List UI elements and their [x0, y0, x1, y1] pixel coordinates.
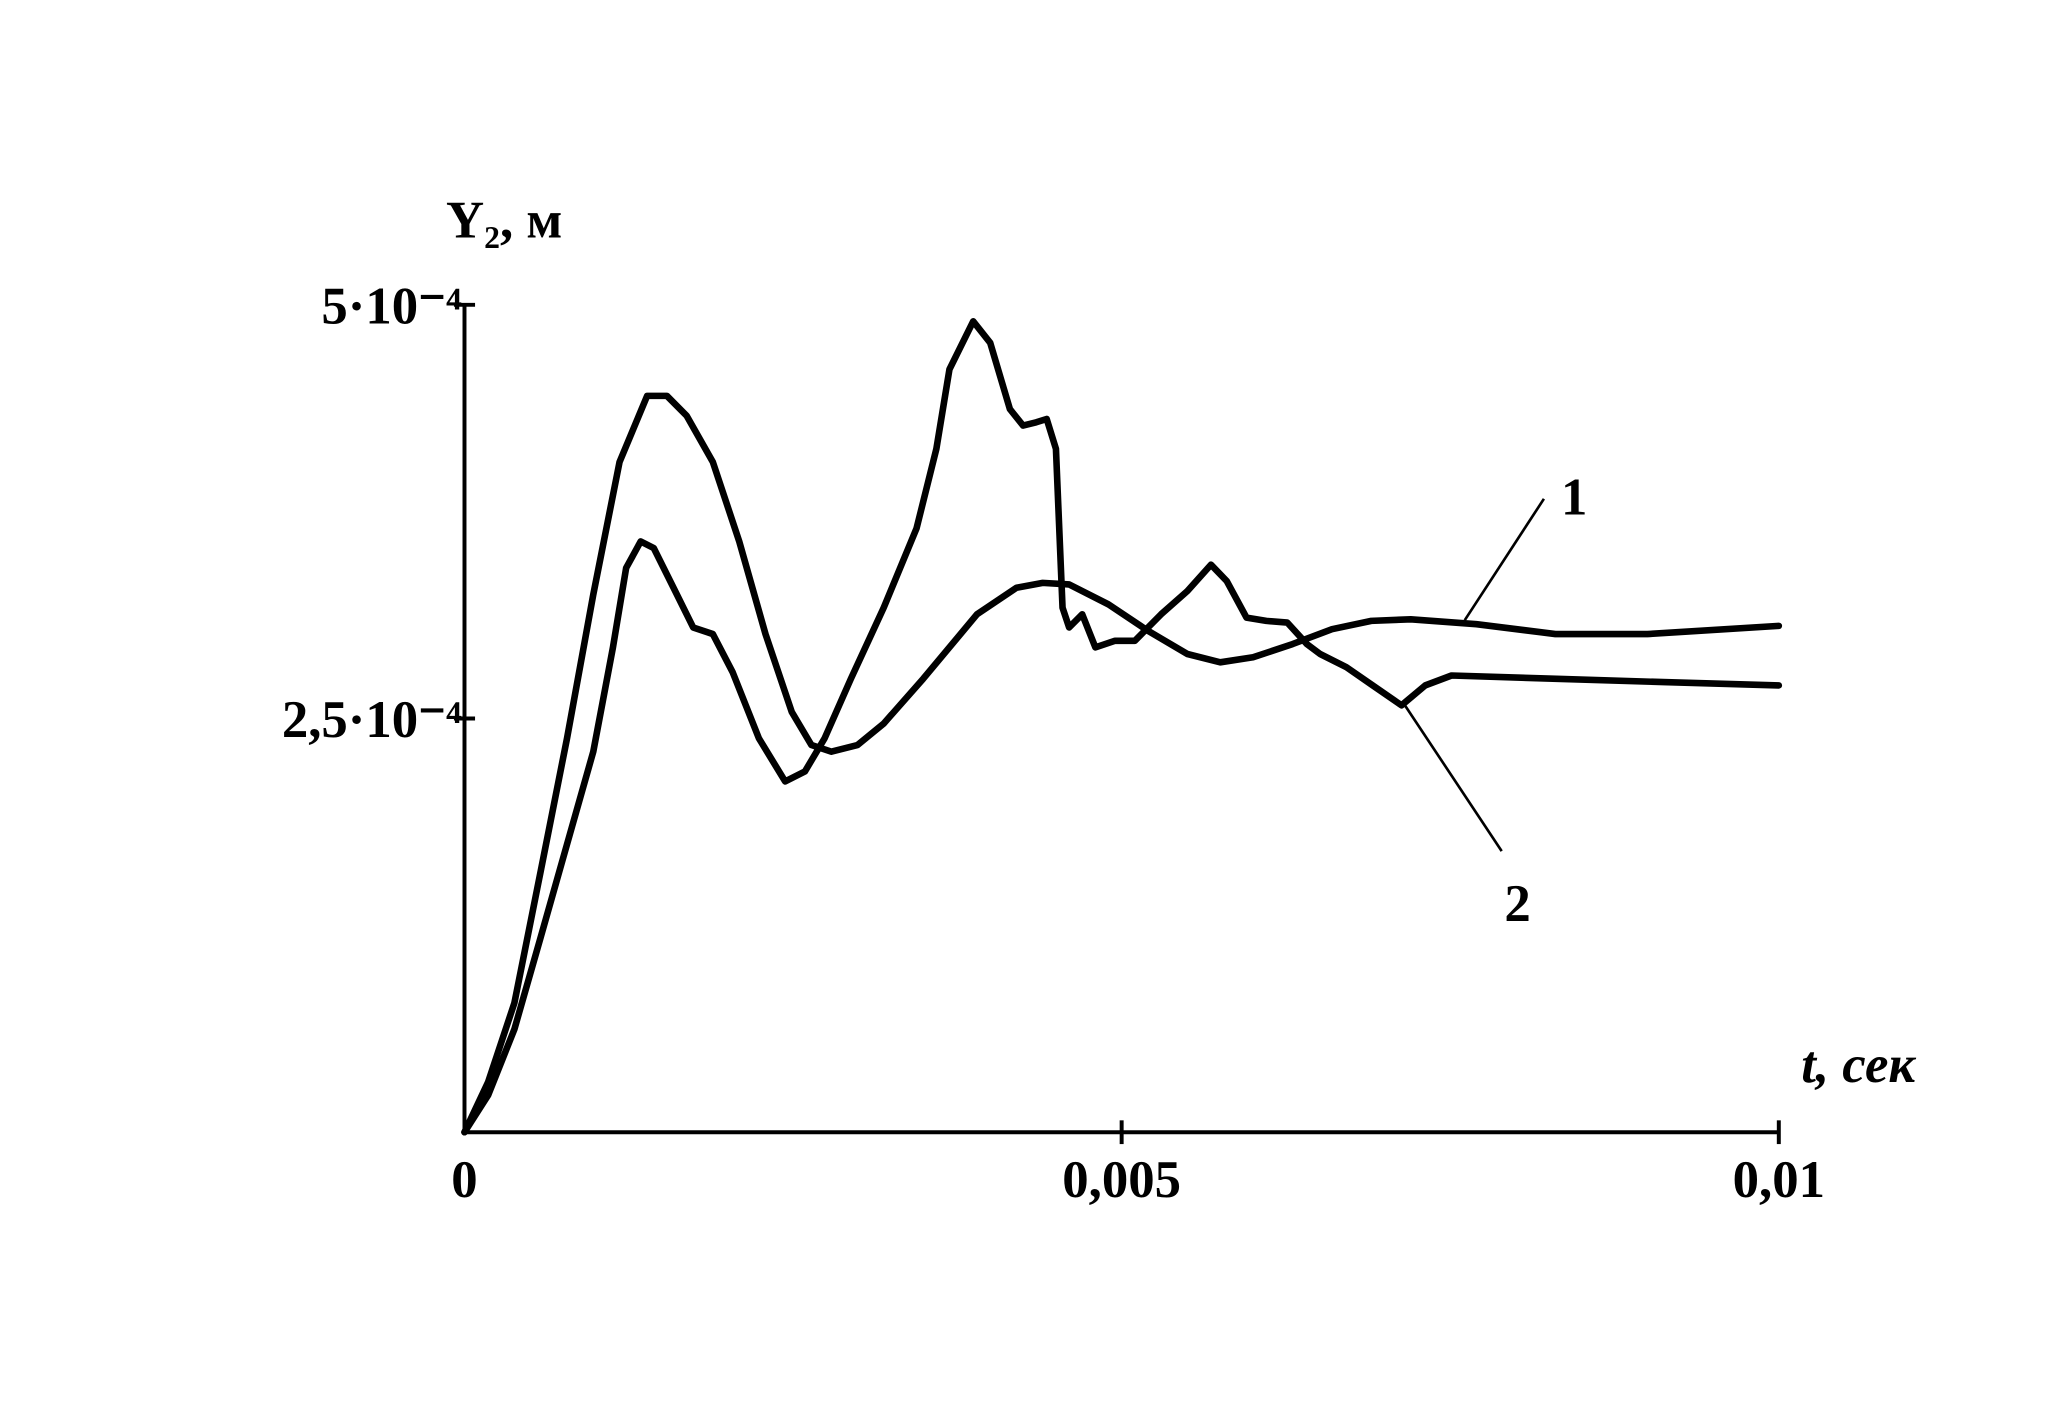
- y-tick-label: 5·10⁻⁴: [321, 277, 462, 335]
- series-label: 1: [1561, 469, 1587, 527]
- leader-line: [1463, 498, 1546, 621]
- series-line: [461, 318, 1783, 1136]
- series-label: 2: [1504, 875, 1530, 933]
- y-axis-label: Y₂, м: [446, 192, 562, 250]
- x-tick-label: 0: [451, 1151, 477, 1209]
- y-tick-label: 2,5·10⁻⁴: [282, 691, 462, 749]
- x-axis-label: t, сек: [1801, 1036, 1916, 1094]
- x-tick-label: 0,01: [1733, 1151, 1825, 1209]
- series-line: [461, 392, 1783, 1136]
- x-tick-label: 0,005: [1062, 1151, 1181, 1209]
- leader-line: [1404, 705, 1503, 852]
